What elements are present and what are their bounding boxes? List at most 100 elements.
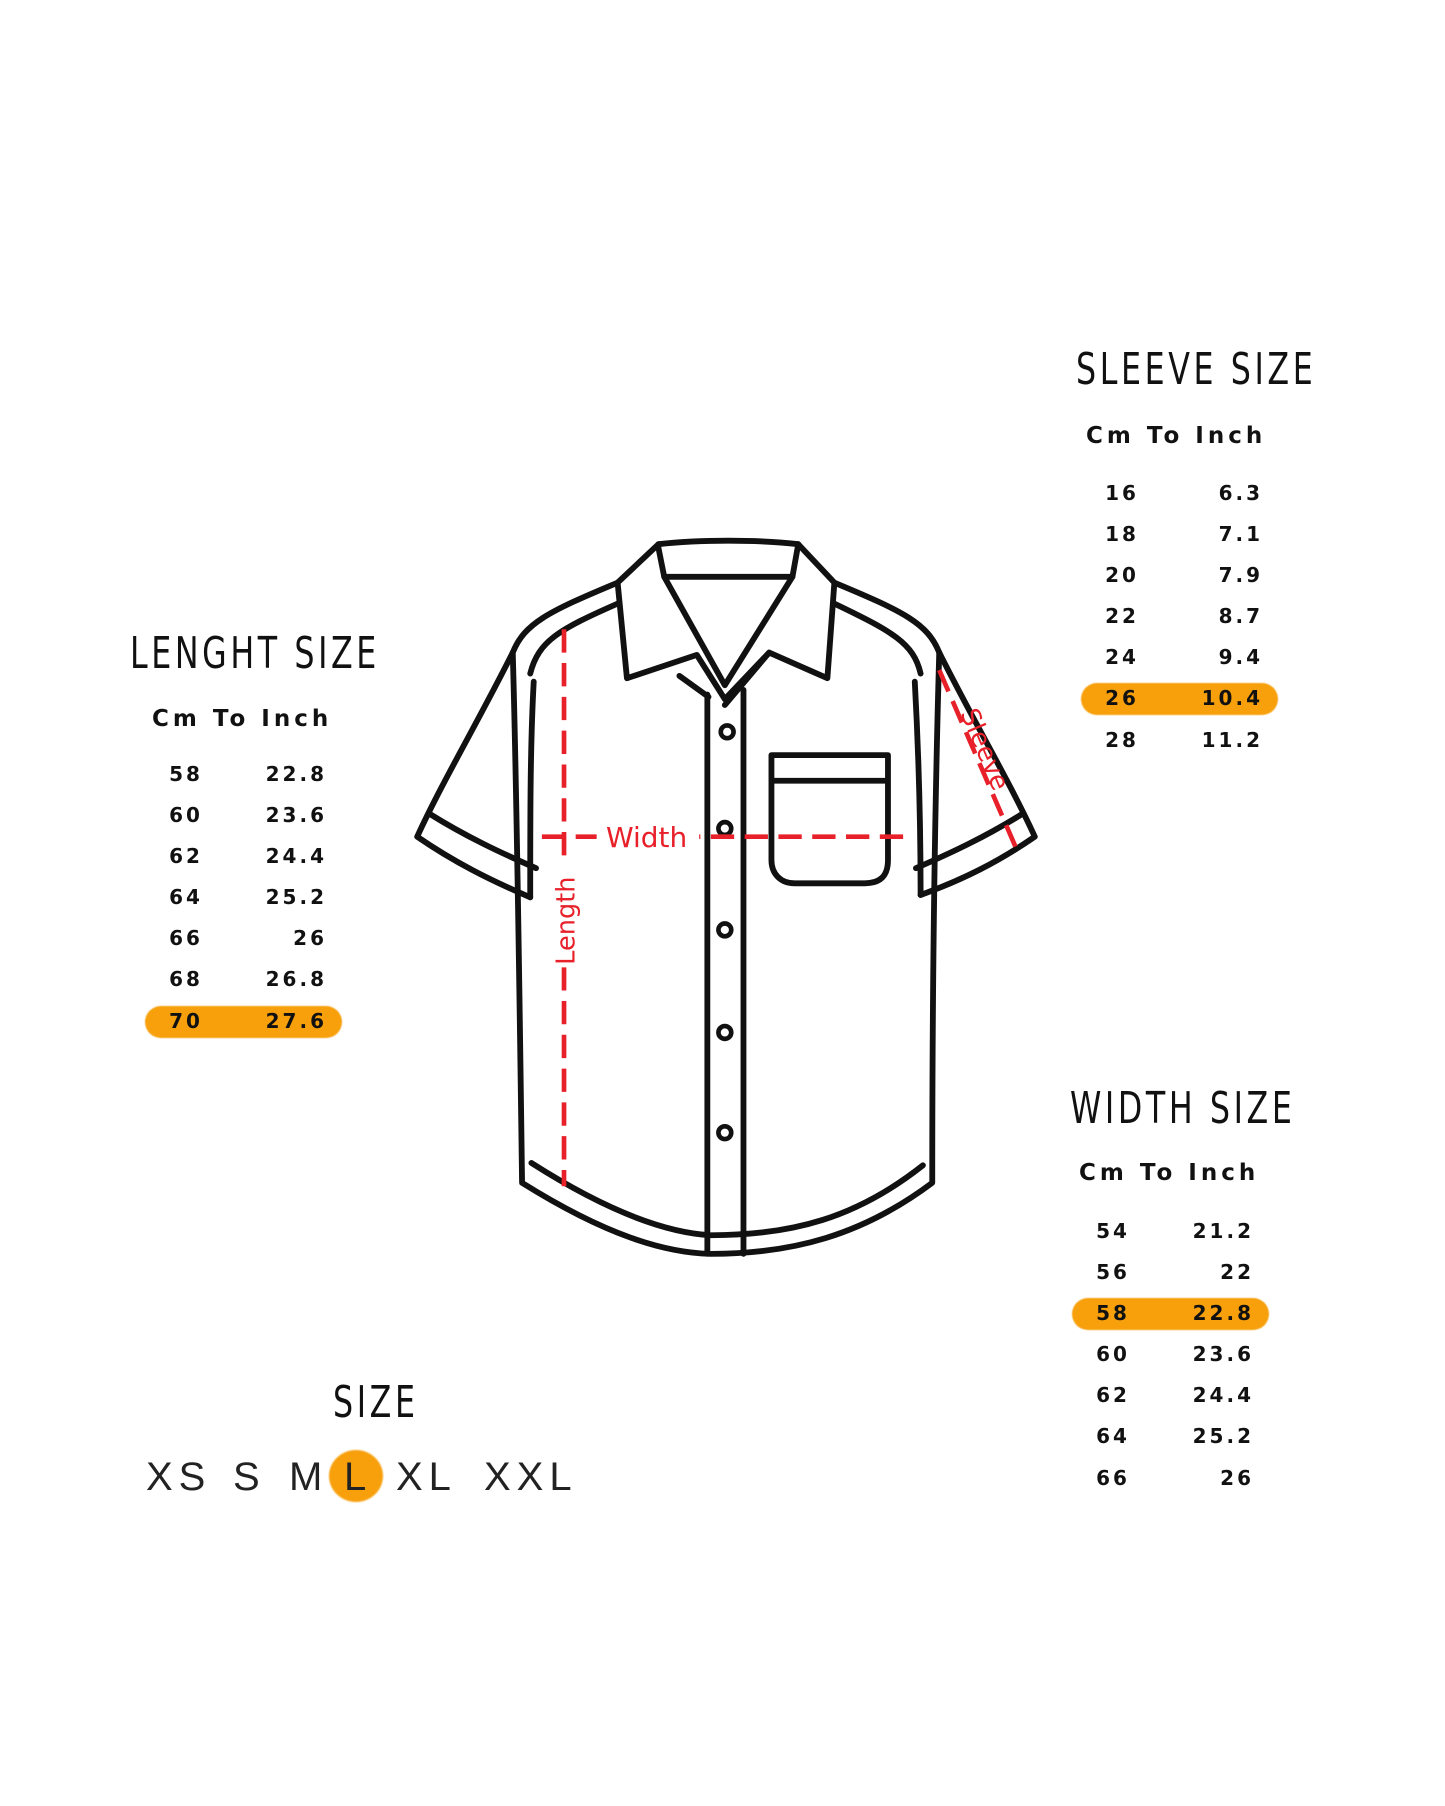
inch-value: 6.3 xyxy=(1218,481,1263,505)
inch-value: 22.8 xyxy=(265,762,327,786)
cm-value: 70 xyxy=(169,1008,203,1033)
width-table-row: 56 22 xyxy=(1068,1252,1254,1293)
inch-value: 25.2 xyxy=(265,885,327,910)
size-option-xs[interactable]: XS xyxy=(146,1455,212,1499)
cm-value: 62 xyxy=(1096,1383,1130,1408)
sleeve-table-row: 24 9.4 xyxy=(1077,637,1263,678)
size-option-l[interactable]: L xyxy=(344,1455,373,1499)
length-table-subtitle: Cm To Inch xyxy=(152,706,333,732)
sleeve-label: Sleeve xyxy=(954,704,1015,795)
row-highlight xyxy=(1072,1298,1269,1331)
length-table-row: 64 25.2 xyxy=(141,877,327,918)
inch-value: 22 xyxy=(1220,1260,1254,1285)
inch-value: 23.6 xyxy=(265,803,327,828)
inch-value: 21.2 xyxy=(1192,1219,1254,1243)
cm-value: 26 xyxy=(1105,686,1139,711)
inch-value: 7.1 xyxy=(1218,522,1263,547)
inch-value: 7.9 xyxy=(1218,563,1263,588)
button-icon xyxy=(716,1123,734,1142)
length-table-row: 70 27.6 xyxy=(141,1001,342,1042)
length-table-row: 62 24.4 xyxy=(141,836,327,877)
shirt-pocket xyxy=(768,752,891,887)
inch-value: 10.4 xyxy=(1201,686,1263,711)
width-table-row: 60 23.6 xyxy=(1068,1334,1254,1375)
size-option-s[interactable]: S xyxy=(233,1455,266,1499)
cm-value: 18 xyxy=(1105,522,1139,547)
sleeve-table-row: 18 7.1 xyxy=(1077,514,1263,555)
cm-value: 20 xyxy=(1105,563,1139,588)
shirt-collar-right xyxy=(721,541,838,708)
cm-value: 56 xyxy=(1096,1260,1130,1285)
button-icon xyxy=(716,921,734,939)
measure-lines xyxy=(541,629,1019,1187)
shirt-right-shoulder xyxy=(831,579,943,656)
shirt-buttons xyxy=(716,723,736,1142)
inch-value: 27.6 xyxy=(265,1008,327,1033)
cm-value: 64 xyxy=(169,885,203,910)
width-table-row: 58 22.8 xyxy=(1068,1293,1269,1334)
cm-value: 64 xyxy=(1096,1424,1130,1449)
inch-value: 8.7 xyxy=(1218,604,1263,629)
sleeve-table-row: 28 11.2 xyxy=(1077,720,1263,761)
width-label: Width xyxy=(606,821,687,854)
cm-value: 60 xyxy=(169,803,203,828)
shirt-collar-back xyxy=(655,537,802,548)
inch-value: 25.2 xyxy=(1192,1424,1254,1449)
size-title: SIZE xyxy=(333,1377,419,1428)
shirt-left-shoulder xyxy=(509,579,621,656)
cm-value: 58 xyxy=(169,762,203,786)
width-table-row: 54 21.2 xyxy=(1068,1211,1254,1252)
inch-value: 23.6 xyxy=(1192,1342,1254,1367)
inch-value: 24.4 xyxy=(1192,1383,1254,1408)
sleeve-table: 16 6.3 18 7.1 20 7.9 22 8.7 24 9.4 26 10.4 28 11.2 xyxy=(1077,473,1278,761)
shirt-left-sleeve xyxy=(414,649,534,901)
shirt-body xyxy=(509,649,943,1257)
sleeve-table-subtitle: Cm To Inch xyxy=(1086,423,1267,449)
length-label: Length xyxy=(552,876,582,964)
size-option-m[interactable]: M xyxy=(289,1455,329,1499)
cm-value: 66 xyxy=(169,926,203,951)
sleeve-table-title: SLEEVE SIZE xyxy=(1076,344,1317,395)
width-table: 54 21.2 56 22 58 22.8 60 23.6 62 24.4 64 25.2 66 26 xyxy=(1068,1211,1269,1499)
inch-value: 26 xyxy=(293,926,327,951)
width-table-row: 66 26 xyxy=(1068,1458,1254,1499)
inch-value: 24.4 xyxy=(265,844,327,869)
shirt-hem-band xyxy=(528,1160,926,1239)
cm-value: 58 xyxy=(1096,1301,1130,1326)
width-table-subtitle: Cm To Inch xyxy=(1079,1160,1260,1186)
shirt-collar-left xyxy=(614,541,773,703)
inch-value: 26 xyxy=(1220,1465,1254,1490)
size-option-xxl[interactable]: XXL xyxy=(484,1455,578,1499)
cm-value: 54 xyxy=(1096,1219,1130,1243)
length-table-row: 68 26.8 xyxy=(141,959,327,1000)
cm-value: 22 xyxy=(1105,604,1139,629)
shirt-outline xyxy=(414,537,1038,1257)
button-icon xyxy=(716,1023,734,1042)
inch-value: 9.4 xyxy=(1218,645,1263,670)
cm-value: 16 xyxy=(1105,481,1139,505)
inch-value: 11.2 xyxy=(1201,727,1263,752)
button-icon xyxy=(718,723,736,741)
width-table-title: WIDTH SIZE xyxy=(1070,1083,1296,1134)
cm-value: 62 xyxy=(169,844,203,869)
length-table-title: LENGHT SIZE xyxy=(130,628,380,679)
sleeve-table-row: 20 7.9 xyxy=(1077,555,1263,596)
width-table-row: 62 24.4 xyxy=(1068,1375,1254,1416)
cm-value: 28 xyxy=(1105,727,1139,752)
width-table-row: 64 25.2 xyxy=(1068,1416,1254,1457)
row-highlight xyxy=(1081,683,1278,716)
inch-value: 22.8 xyxy=(1192,1301,1254,1326)
cm-value: 68 xyxy=(169,967,203,992)
selected-size-highlight xyxy=(329,1450,383,1502)
length-table-row: 66 26 xyxy=(141,918,327,959)
inch-value: 26.8 xyxy=(265,967,327,992)
sleeve-table-row: 16 6.3 xyxy=(1077,473,1263,514)
button-icon xyxy=(716,819,734,838)
length-table-row: 60 23.6 xyxy=(141,795,327,836)
size-options: XS S M L XL XXL xyxy=(0,1452,700,1502)
length-table-row: 58 22.8 xyxy=(141,754,327,795)
sleeve-table-row: 22 8.7 xyxy=(1077,596,1263,637)
cm-value: 60 xyxy=(1096,1342,1130,1367)
size-option-xl[interactable]: XL xyxy=(396,1455,457,1499)
